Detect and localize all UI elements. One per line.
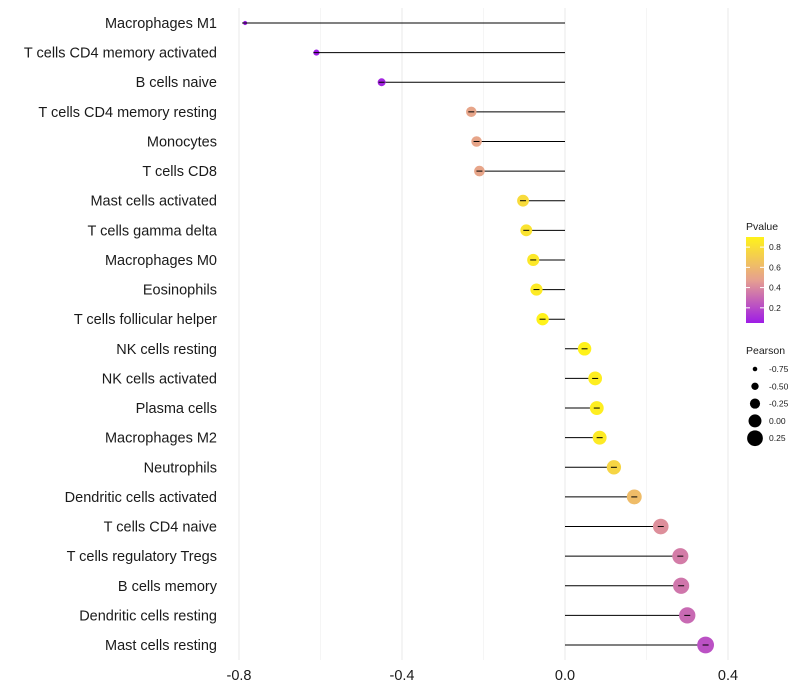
category-label: Macrophages M2: [105, 431, 217, 447]
x-tick-label: 0.4: [718, 668, 738, 684]
size-legend-key: [747, 430, 763, 447]
pvalue-colorbar: [746, 237, 764, 323]
category-label: T cells CD8: [142, 164, 217, 180]
category-label: NK cells activated: [102, 371, 217, 387]
x-tick-label: 0.0: [555, 668, 575, 684]
size-legend-label: 0.25: [769, 433, 786, 443]
size-legend-label: -0.75: [769, 364, 789, 374]
category-label: Mast cells activated: [90, 194, 217, 210]
x-tick-label: -0.8: [227, 668, 252, 684]
category-label: Plasma cells: [136, 401, 217, 417]
lollipop-stems: [245, 22, 706, 646]
category-label: T cells CD4 naive: [104, 520, 217, 536]
size-legend-key: [751, 382, 759, 390]
category-label: T cells CD4 memory activated: [24, 46, 217, 62]
x-axis-ticks: -0.8 -0.4 0.0 0.4: [227, 668, 739, 684]
category-label: Macrophages M0: [105, 253, 217, 269]
colorbar-tick-label: 0.2: [769, 303, 781, 313]
category-label: T cells CD4 memory resting: [38, 105, 217, 121]
x-tick-label: -0.4: [390, 668, 415, 684]
category-label: T cells follicular helper: [74, 312, 217, 328]
size-legend-label: -0.25: [769, 399, 789, 409]
size-legend-label: -0.50: [769, 381, 789, 391]
colorbar-tick-label: 0.4: [769, 283, 781, 293]
category-label: Mast cells resting: [105, 638, 217, 654]
colorbar-tick-label: 0.8: [769, 242, 781, 252]
pearson-legend: Pearson -0.75 -0.50 -0.25 0.00 0.25: [746, 345, 789, 447]
category-label: T cells gamma delta: [88, 223, 218, 239]
size-legend-key: [752, 366, 758, 372]
pvalue-legend-title: Pvalue: [746, 221, 778, 233]
category-label: Eosinophils: [143, 283, 217, 299]
y-axis-labels: Macrophages M1 T cells CD4 memory activat…: [24, 16, 218, 654]
size-legend-label: 0.00: [769, 416, 786, 426]
size-legend-key: [749, 398, 761, 409]
lollipop-points: [242, 20, 714, 654]
category-label: T cells regulatory Tregs: [67, 549, 217, 565]
category-label: Dendritic cells resting: [79, 608, 217, 624]
category-label: B cells naive: [136, 75, 217, 91]
category-label: Monocytes: [147, 134, 217, 150]
category-label: Neutrophils: [144, 460, 217, 476]
grid-lines: [238, 8, 729, 660]
colorbar-tick-label: 0.6: [769, 262, 781, 272]
size-legend-key: [748, 414, 762, 428]
pearson-legend-title: Pearson: [746, 345, 785, 357]
category-label: Macrophages M1: [105, 16, 217, 32]
category-label: NK cells resting: [116, 342, 217, 358]
pvalue-legend: Pvalue 0.2 0.4 0.6 0.8: [746, 221, 781, 323]
category-label: B cells memory: [118, 579, 218, 595]
category-label: Dendritic cells activated: [65, 490, 217, 506]
